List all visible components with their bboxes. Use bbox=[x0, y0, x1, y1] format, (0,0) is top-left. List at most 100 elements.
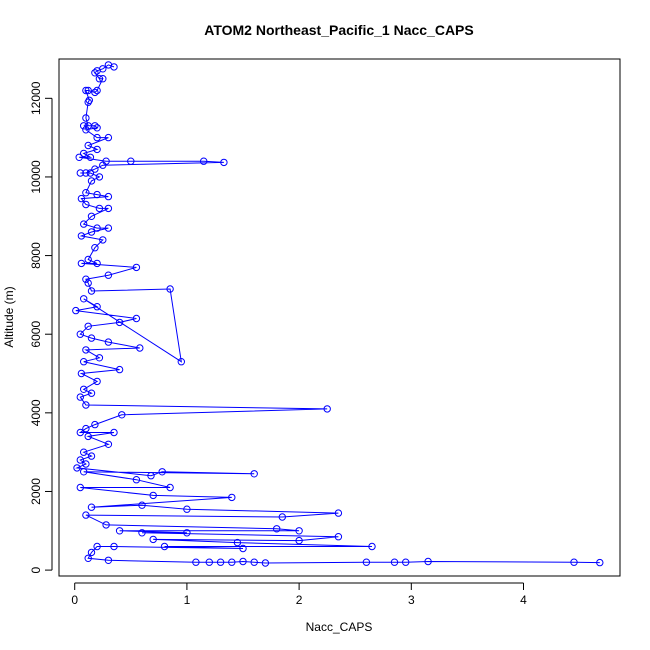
data-point bbox=[84, 322, 92, 330]
data-point bbox=[95, 354, 104, 362]
data-point bbox=[82, 460, 90, 468]
data-point bbox=[87, 228, 96, 236]
x-axis: 0 1 2 3 4 bbox=[71, 582, 527, 607]
data-point bbox=[82, 189, 90, 197]
data-point bbox=[233, 538, 242, 547]
data-point bbox=[82, 169, 90, 177]
data-point bbox=[80, 385, 88, 393]
data-point bbox=[91, 420, 99, 429]
data-point bbox=[76, 428, 85, 437]
data-point bbox=[93, 303, 101, 311]
data-point bbox=[87, 503, 96, 511]
data-point bbox=[84, 141, 92, 150]
data-point bbox=[323, 405, 331, 413]
series-line bbox=[75, 64, 600, 564]
data-point bbox=[93, 259, 101, 268]
data-point bbox=[110, 542, 118, 551]
data-point bbox=[104, 556, 113, 564]
data-point bbox=[138, 529, 146, 537]
data-point bbox=[166, 285, 174, 293]
y-tick-label: 8000 bbox=[29, 242, 43, 269]
data-point bbox=[86, 169, 95, 177]
data-point bbox=[115, 365, 124, 374]
data-point bbox=[84, 86, 92, 95]
data-point bbox=[80, 358, 88, 366]
data-point bbox=[76, 393, 85, 401]
data-point bbox=[95, 75, 104, 83]
data-point bbox=[93, 133, 101, 142]
data-point bbox=[228, 493, 236, 502]
data-point bbox=[115, 318, 124, 327]
data-point bbox=[91, 122, 99, 130]
x-tick-label: 2 bbox=[296, 593, 303, 607]
data-point bbox=[136, 344, 144, 352]
data-point bbox=[87, 389, 96, 397]
data-point bbox=[99, 161, 107, 169]
data-point bbox=[250, 558, 258, 566]
data-point bbox=[295, 536, 303, 545]
data-point bbox=[93, 67, 101, 75]
y-tick-label: 10000 bbox=[29, 160, 43, 194]
data-point bbox=[424, 557, 432, 566]
data-point bbox=[82, 126, 90, 134]
data-point bbox=[104, 440, 113, 448]
data-point bbox=[93, 124, 101, 132]
data-point bbox=[138, 501, 146, 509]
series-layer bbox=[72, 61, 604, 567]
y-axis-label: Altitude (m) bbox=[2, 286, 16, 347]
data-point bbox=[132, 476, 141, 484]
data-point bbox=[183, 505, 191, 513]
data-point bbox=[239, 544, 247, 553]
data-point bbox=[87, 177, 96, 185]
data-point bbox=[84, 554, 92, 562]
data-point bbox=[77, 194, 86, 203]
data-point bbox=[93, 542, 101, 551]
data-point bbox=[75, 153, 83, 162]
data-point bbox=[132, 263, 141, 272]
data-point bbox=[216, 558, 225, 566]
data-point bbox=[93, 145, 101, 154]
data-point bbox=[76, 456, 85, 464]
data-point bbox=[205, 558, 214, 566]
data-point bbox=[104, 224, 113, 232]
data-point bbox=[77, 259, 86, 268]
y-tick-label: 2000 bbox=[29, 478, 43, 505]
data-point bbox=[87, 548, 96, 557]
data-point bbox=[295, 527, 303, 535]
data-point bbox=[402, 558, 410, 566]
data-point bbox=[82, 424, 90, 433]
data-point bbox=[77, 369, 86, 378]
data-point bbox=[177, 358, 186, 366]
data-point bbox=[73, 464, 81, 472]
data-point bbox=[127, 157, 135, 165]
data-point bbox=[87, 452, 96, 460]
data-point bbox=[362, 558, 371, 566]
data-point bbox=[82, 86, 90, 95]
data-point bbox=[93, 86, 101, 95]
data-point bbox=[99, 236, 107, 244]
data-point bbox=[192, 558, 200, 566]
data-point bbox=[278, 513, 286, 521]
data-point bbox=[596, 558, 604, 567]
data-point bbox=[80, 295, 88, 303]
data-point bbox=[80, 149, 88, 158]
data-point bbox=[147, 472, 155, 480]
plot-frame bbox=[58, 58, 621, 577]
data-point bbox=[91, 244, 99, 252]
data-point bbox=[200, 157, 208, 165]
data-point bbox=[84, 98, 92, 106]
data-point bbox=[228, 558, 236, 566]
data-point bbox=[110, 428, 118, 437]
data-point bbox=[82, 346, 90, 354]
data-point bbox=[261, 559, 270, 567]
data-point bbox=[80, 220, 88, 228]
x-tick-label: 4 bbox=[520, 593, 527, 607]
x-tick-label: 0 bbox=[71, 593, 78, 607]
y-tick-label: 6000 bbox=[29, 321, 43, 348]
data-point bbox=[273, 525, 281, 533]
data-point bbox=[239, 557, 247, 566]
data-point bbox=[104, 192, 113, 201]
data-point bbox=[93, 190, 101, 199]
data-point bbox=[77, 232, 86, 240]
x-axis-label: Nacc_CAPS bbox=[306, 620, 373, 634]
